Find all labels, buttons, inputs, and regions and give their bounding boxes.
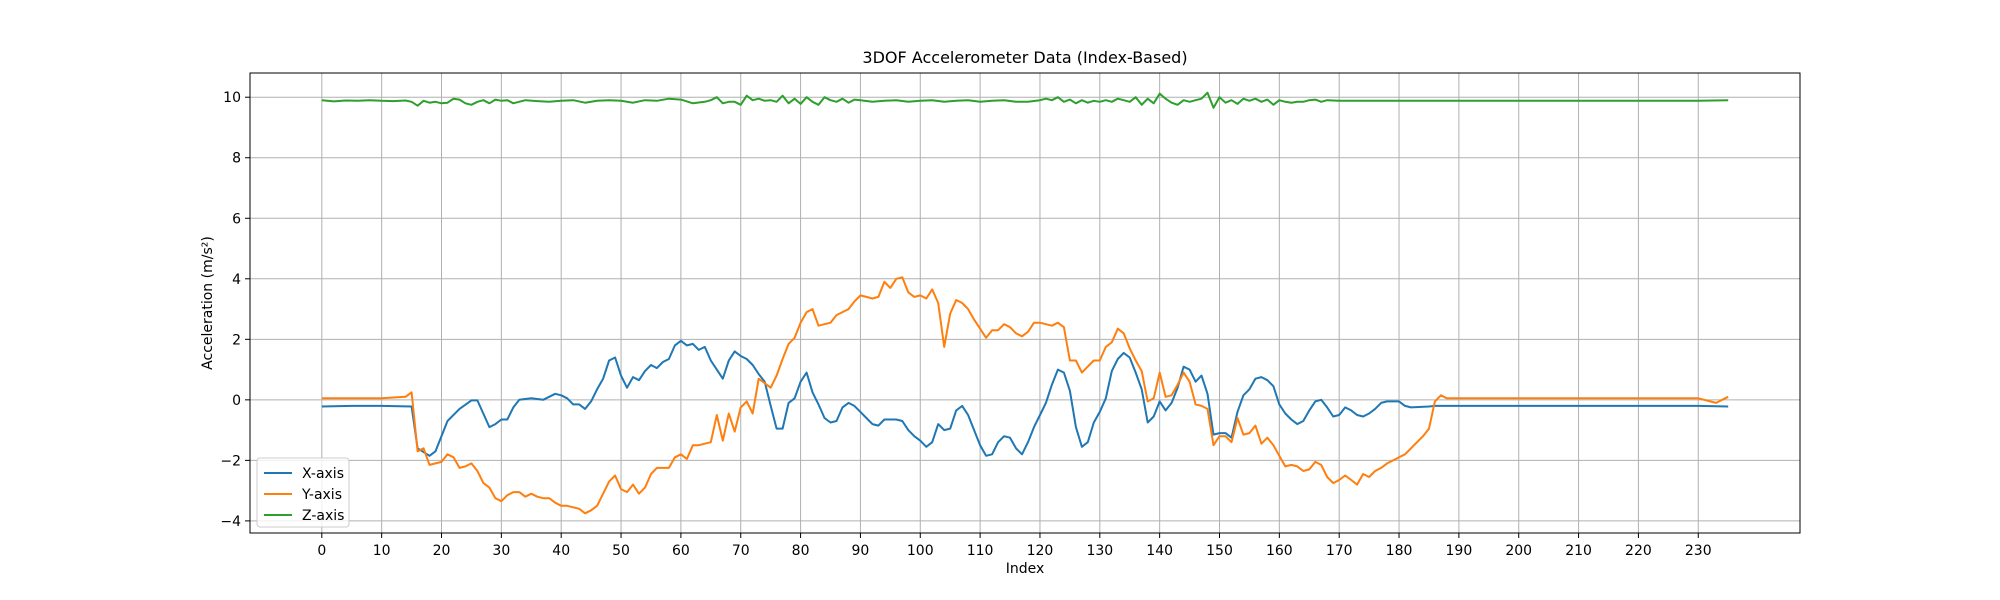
x-tick-label: 70 xyxy=(732,543,750,559)
x-tick-label: 140 xyxy=(1146,543,1173,559)
y-tick-label: 8 xyxy=(232,151,241,167)
x-tick-label: 200 xyxy=(1505,543,1532,559)
x-tick-label: 150 xyxy=(1206,543,1233,559)
x-tick-label: 210 xyxy=(1565,543,1592,559)
y-tick-label: 2 xyxy=(232,332,241,348)
y-ticks: −4 −2 0 2 4 6 8 10 xyxy=(220,90,250,530)
legend: X-axis Y-axis Z-axis xyxy=(256,457,350,528)
x-tick-label: 0 xyxy=(317,543,326,559)
x-tick-label: 40 xyxy=(552,543,570,559)
x-ticks: 0 10 20 30 40 50 60 70 80 90 100 110 120 130 140 150 160… xyxy=(317,533,1712,559)
x-tick-label: 190 xyxy=(1446,543,1473,559)
x-tick-label: 20 xyxy=(433,543,451,559)
x-tick-label: 100 xyxy=(907,543,934,559)
x-tick-label: 30 xyxy=(492,543,510,559)
y-tick-label: 10 xyxy=(223,90,241,106)
x-tick-label: 60 xyxy=(672,543,690,559)
plot-frame xyxy=(249,72,1801,534)
x-tick-label: 10 xyxy=(373,543,391,559)
y-tick-label: −4 xyxy=(220,514,241,530)
y-tick-label: 0 xyxy=(232,393,241,409)
series-line-z-axis xyxy=(321,91,1729,109)
series-layer xyxy=(321,91,1729,515)
y-tick-label: −2 xyxy=(220,453,241,469)
x-tick-label: 130 xyxy=(1086,543,1113,559)
x-tick-label: 50 xyxy=(612,543,630,559)
y-tick-label: 6 xyxy=(232,211,241,227)
x-tick-label: 180 xyxy=(1386,543,1413,559)
series-line-y-axis xyxy=(321,276,1729,515)
legend-box xyxy=(256,457,350,528)
x-tick-label: 80 xyxy=(792,543,810,559)
x-tick-label: 160 xyxy=(1266,543,1293,559)
legend-label-x-axis: X-axis xyxy=(302,466,344,482)
chart-title: 3DOF Accelerometer Data (Index-Based) xyxy=(862,48,1187,67)
x-tick-label: 120 xyxy=(1027,543,1054,559)
legend-label-y-axis: Y-axis xyxy=(301,487,342,503)
x-tick-label: 170 xyxy=(1326,543,1353,559)
series-line-x-axis xyxy=(321,339,1729,457)
x-tick-label: 90 xyxy=(852,543,870,559)
x-tick-label: 110 xyxy=(967,543,994,559)
x-tick-label: 230 xyxy=(1685,543,1712,559)
legend-label-z-axis: Z-axis xyxy=(302,508,344,524)
y-tick-label: 4 xyxy=(232,272,241,288)
x-tick-label: 220 xyxy=(1625,543,1652,559)
x-axis-title: Index xyxy=(1006,561,1045,577)
grid-layer xyxy=(250,73,1800,533)
y-axis-title: Acceleration (m/s²) xyxy=(200,236,216,370)
